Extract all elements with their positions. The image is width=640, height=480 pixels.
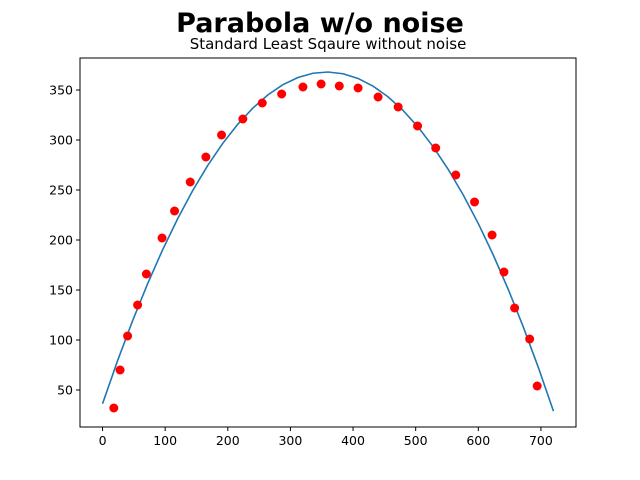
data-point <box>316 79 326 89</box>
data-point <box>373 92 383 102</box>
data-point <box>334 81 344 91</box>
data-point <box>123 331 133 341</box>
y-tick-label: 300 <box>49 133 73 148</box>
x-tick-label: 300 <box>278 433 302 448</box>
data-point <box>353 83 363 93</box>
data-point <box>393 102 403 112</box>
data-point <box>217 130 227 140</box>
data-point <box>157 233 167 243</box>
axes-frame <box>79 57 577 428</box>
data-point <box>257 98 267 108</box>
y-tick-label: 50 <box>57 383 73 398</box>
data-point <box>115 365 125 375</box>
data-point <box>451 170 461 180</box>
x-tick-label: 400 <box>341 433 365 448</box>
data-point <box>431 143 441 153</box>
data-point <box>532 381 542 391</box>
figure-title: Parabola w/o noise <box>176 8 464 39</box>
data-point <box>238 114 248 124</box>
axes-title: Standard Least Sqaure without noise <box>190 35 467 53</box>
y-tick-label: 350 <box>49 83 73 98</box>
x-tick-label: 200 <box>216 433 240 448</box>
y-tick-label: 100 <box>49 333 73 348</box>
data-point <box>185 177 195 187</box>
data-point <box>141 269 151 279</box>
data-point <box>413 121 423 131</box>
x-tick-label: 0 <box>99 433 107 448</box>
data-point <box>109 403 119 413</box>
x-tick-label: 700 <box>529 433 553 448</box>
data-point <box>510 303 520 313</box>
data-point <box>170 206 180 216</box>
data-point <box>201 152 211 162</box>
data-point <box>470 197 480 207</box>
y-tick-label: 250 <box>49 183 73 198</box>
x-tick-label: 600 <box>466 433 490 448</box>
data-point <box>525 334 535 344</box>
data-point <box>487 230 497 240</box>
plot-area: 0 100 200 300 400 500 600 700 50 100 150 200 250 300 3… <box>49 57 577 448</box>
y-tick-label: 200 <box>49 233 73 248</box>
data-point <box>277 89 287 99</box>
fit-line <box>101 71 555 412</box>
x-tick-label: 500 <box>404 433 428 448</box>
data-point <box>298 82 308 92</box>
y-tick-label: 150 <box>49 283 73 298</box>
x-tick-label: 100 <box>153 433 177 448</box>
data-point <box>499 267 509 277</box>
data-point <box>133 300 143 310</box>
